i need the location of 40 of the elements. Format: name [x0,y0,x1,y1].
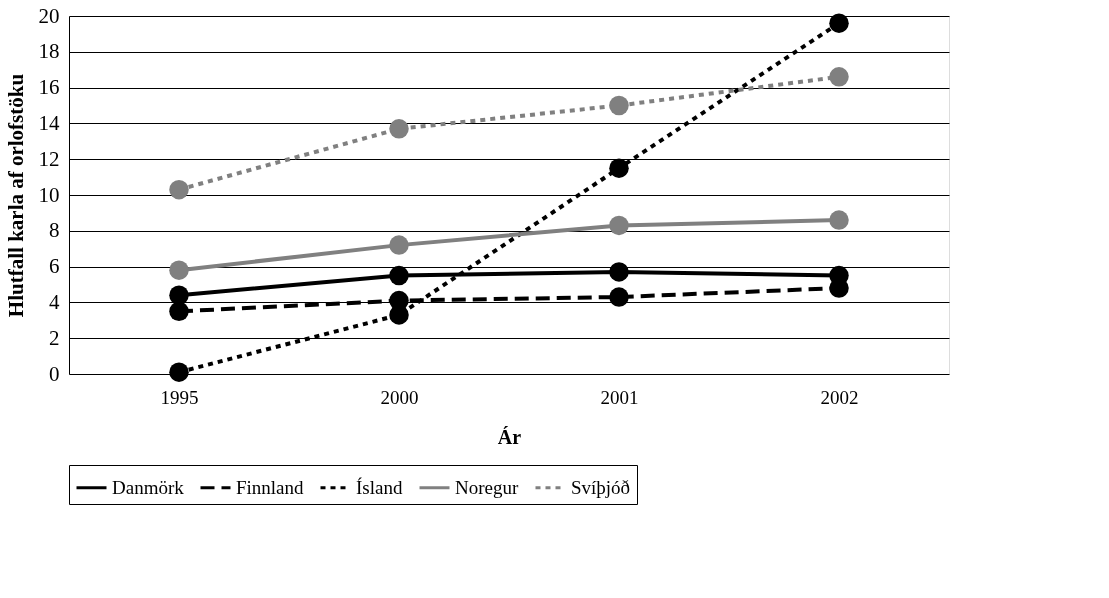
x-tick-label: 1995 [160,386,199,408]
y-tick-label: 4 [49,289,60,314]
y-tick-label: 12 [38,146,60,171]
point [169,362,189,382]
y-tick-label: 18 [38,39,60,64]
point [609,262,629,282]
legend-label: Ísland [356,476,403,498]
x-tick-label: 2001 [600,386,639,408]
y-tick-label: 20 [38,3,60,28]
point [829,67,849,87]
point [609,95,629,116]
point [169,301,189,322]
point [829,210,849,230]
point [169,285,189,305]
point [609,287,629,307]
x-axis-title: Ár [497,425,522,448]
point [829,13,849,33]
legend-label: Svíþjóð [571,476,631,498]
x-tick-label: 2000 [380,386,419,408]
legend-label: Finnland [236,476,305,498]
y-tick-label: 14 [38,110,60,135]
point [169,179,189,200]
point [169,260,189,280]
point [389,235,409,255]
y-tick-label: 16 [38,75,60,100]
y-tick-label: 2 [49,325,60,350]
point [609,158,629,178]
y-axis-title: Hlutfall karla af orlofstöku [3,73,28,318]
legend-label: Danmörk [112,476,185,498]
y-tick-label: 10 [38,182,60,207]
legend-label: Noregur [455,476,519,498]
point [389,265,409,286]
point [389,305,409,325]
point [829,278,849,298]
y-tick-label: 0 [49,361,60,386]
point [389,119,409,139]
x-tick-label: 2002 [820,386,859,408]
point [609,215,629,236]
y-tick-label: 6 [49,254,60,279]
y-tick-label: 8 [49,218,60,243]
